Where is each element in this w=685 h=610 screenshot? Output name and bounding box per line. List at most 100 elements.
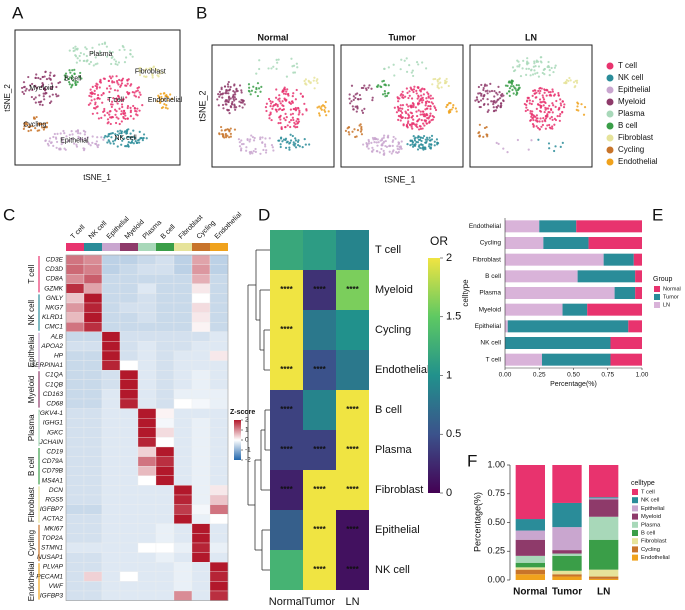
cell-point: [48, 101, 52, 105]
heatmap-cell: [209, 398, 229, 409]
bar-segment: [515, 539, 545, 556]
cell-point: [99, 78, 102, 82]
bar-segment: [505, 237, 544, 249]
cell-point: [558, 119, 561, 122]
cell-point: [536, 126, 540, 130]
cell-point: [254, 150, 257, 153]
legend-swatch: [606, 62, 614, 70]
cell-point: [445, 105, 448, 109]
cell-point: [76, 129, 80, 132]
legend-label: Epithelial: [641, 506, 665, 512]
cell-point: [423, 146, 426, 149]
cell-point: [551, 118, 554, 121]
cell-point: [497, 142, 500, 145]
cell-point: [282, 92, 286, 95]
heatmap-cell: [173, 446, 193, 457]
cell-point: [158, 69, 161, 72]
cell-point: [97, 143, 100, 147]
cell-point: [531, 100, 534, 103]
cell-point: [159, 100, 162, 104]
cell-point: [138, 130, 141, 133]
heatmap-cell: [209, 408, 229, 419]
cell-point: [298, 145, 301, 148]
facet-title: Tumor: [388, 32, 416, 42]
legend-swatch: [632, 513, 638, 520]
cell-point: [138, 138, 141, 141]
cell-point: [279, 143, 282, 146]
cell-point: [281, 100, 284, 103]
cell-point: [55, 146, 58, 149]
cell-point: [98, 53, 101, 56]
row-label: Endothelial: [375, 364, 429, 376]
cell-point: [74, 45, 77, 48]
cell-point: [563, 103, 566, 106]
cell-point: [371, 96, 374, 99]
cell-point: [106, 118, 110, 121]
cell-point: [397, 150, 400, 154]
cell-point: [285, 116, 288, 119]
cell-point: [544, 120, 547, 123]
cell-point: [262, 148, 265, 152]
cell-point: [424, 138, 427, 141]
cell-point: [486, 110, 489, 113]
cell-point: [541, 71, 544, 75]
cell-point: [145, 67, 148, 70]
cell-point: [39, 77, 42, 81]
cell-point: [283, 117, 286, 120]
cell-point: [392, 63, 395, 66]
cell-point: [41, 75, 44, 79]
cell-point: [111, 116, 115, 119]
cell-point: [235, 88, 238, 91]
cell-point: [527, 67, 531, 70]
legend-label: Plasma: [641, 522, 661, 528]
cell-point: [562, 106, 566, 109]
heatmap-cell: [336, 510, 369, 550]
heatmap-cell: [137, 581, 157, 592]
heatmap-cell: [137, 398, 157, 409]
cell-point: [292, 107, 295, 111]
cell-point: [223, 129, 227, 132]
cell-point: [88, 94, 91, 97]
cell-point: [569, 79, 572, 82]
heatmap-cell: [83, 475, 103, 486]
heatmap-cell: [83, 350, 103, 361]
legend-label: Endothelial: [618, 157, 658, 166]
cell-point: [284, 92, 287, 96]
cell-point: [121, 105, 124, 109]
cell-point: [286, 88, 289, 91]
cell-point: [352, 108, 355, 111]
gene-label: GZMK: [44, 285, 63, 292]
cell-point: [107, 139, 110, 142]
legend-swatch: [606, 122, 614, 130]
heatmap-cell: [119, 466, 139, 476]
cell-point: [136, 141, 139, 144]
cell-point: [31, 124, 34, 128]
cell-point: [121, 77, 125, 80]
cell-point: [85, 60, 88, 63]
cell-point: [269, 111, 272, 114]
cell-point: [238, 145, 242, 148]
heatmap-cell: [137, 552, 157, 563]
cell-point: [56, 132, 59, 135]
cell-point: [64, 76, 67, 79]
heatmap-cell: [65, 542, 85, 553]
cell-point: [325, 114, 328, 117]
heatmap-cell: [65, 312, 85, 323]
heatmap-cell: [173, 485, 193, 496]
heatmap-cell: [119, 523, 139, 534]
legend-label: Myeloid: [641, 514, 661, 520]
cell-point: [417, 94, 420, 97]
cell-point: [40, 122, 43, 126]
cell-point: [34, 84, 37, 87]
cell-point: [91, 112, 94, 115]
cell-point: [544, 117, 548, 120]
cell-point: [297, 113, 300, 116]
cell-point: [529, 74, 532, 77]
heatmap-cell: [209, 485, 229, 496]
cell-point: [527, 148, 530, 151]
cell-point: [113, 139, 117, 142]
heatmap-cell: [65, 533, 85, 544]
cell-point: [526, 57, 529, 60]
legend-label: Fibroblast: [641, 539, 667, 545]
cell-point: [544, 108, 547, 111]
